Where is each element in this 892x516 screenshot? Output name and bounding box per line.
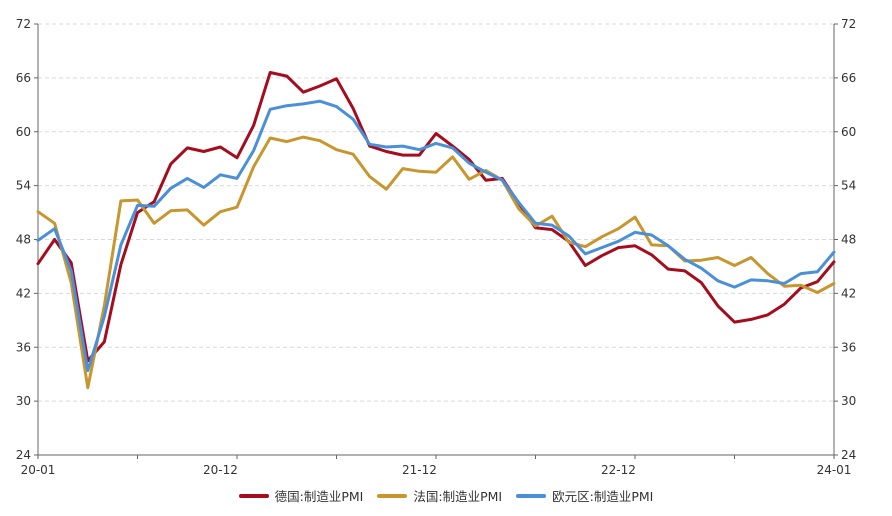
- y-tick-label-right: 24: [841, 448, 856, 462]
- legend-label-germany: 德国:制造业PMI: [274, 489, 364, 504]
- y-tick-label-right: 30: [841, 394, 856, 408]
- series-line-france: [36, 135, 836, 390]
- x-tick-label: 22-12: [601, 463, 636, 477]
- grid-lines: [38, 23, 834, 402]
- y-tick-label-right: 42: [841, 286, 856, 300]
- legend-label-france: 法国:制造业PMI: [413, 489, 503, 504]
- y-tick-label-left: 36: [16, 340, 31, 354]
- x-tick-label: 24-01: [817, 463, 852, 477]
- y-tick-label-left: 42: [16, 286, 31, 300]
- y-tick-label-right: 54: [841, 179, 856, 193]
- y-tick-label-left: 54: [16, 179, 31, 193]
- legend: 德国:制造业PMI 法国:制造业PMI 欧元区:制造业PMI: [0, 486, 892, 505]
- y-tick-label-right: 66: [841, 71, 856, 85]
- y-tick-label-right: 36: [841, 340, 856, 354]
- axes: [34, 23, 838, 459]
- x-tick-label: 20-12: [203, 463, 238, 477]
- y-tick-label-right: 72: [841, 17, 856, 31]
- series-line-germany: [36, 71, 836, 363]
- line-chart: 24 24 30 30 36 36 42 42 48 48 54 54 60 60 66 66 72 72 20-0…: [16, 17, 857, 477]
- x-tick-label: 20-01: [21, 463, 56, 477]
- y-tick-label-left: 30: [16, 394, 31, 408]
- y-tick-label-right: 48: [841, 233, 856, 247]
- legend-item-france[interactable]: 法国:制造业PMI: [377, 486, 502, 505]
- legend-item-eurozone[interactable]: 欧元区:制造业PMI: [516, 486, 653, 505]
- y-tick-label-left: 60: [16, 125, 31, 139]
- legend-item-germany[interactable]: 德国:制造业PMI: [238, 486, 364, 505]
- y-tick-label-left: 48: [16, 233, 31, 247]
- series-lines: [36, 71, 836, 390]
- y-tick-label-right: 60: [841, 125, 856, 139]
- legend-swatch-france: [377, 493, 408, 498]
- y-tick-label-left: 24: [16, 448, 31, 462]
- x-tick-label: 21-12: [402, 463, 437, 477]
- legend-swatch-germany: [238, 493, 269, 498]
- legend-swatch-eurozone: [516, 493, 547, 498]
- y-tick-label-left: 66: [16, 71, 31, 85]
- legend-label-eurozone: 欧元区:制造业PMI: [552, 489, 654, 504]
- y-tick-label-left: 72: [16, 17, 31, 31]
- series-line-eurozone: [36, 99, 836, 373]
- tick-labels: 24 24 30 30 36 36 42 42 48 48 54 54 60 60 66 66 72 72 20-0…: [16, 17, 857, 477]
